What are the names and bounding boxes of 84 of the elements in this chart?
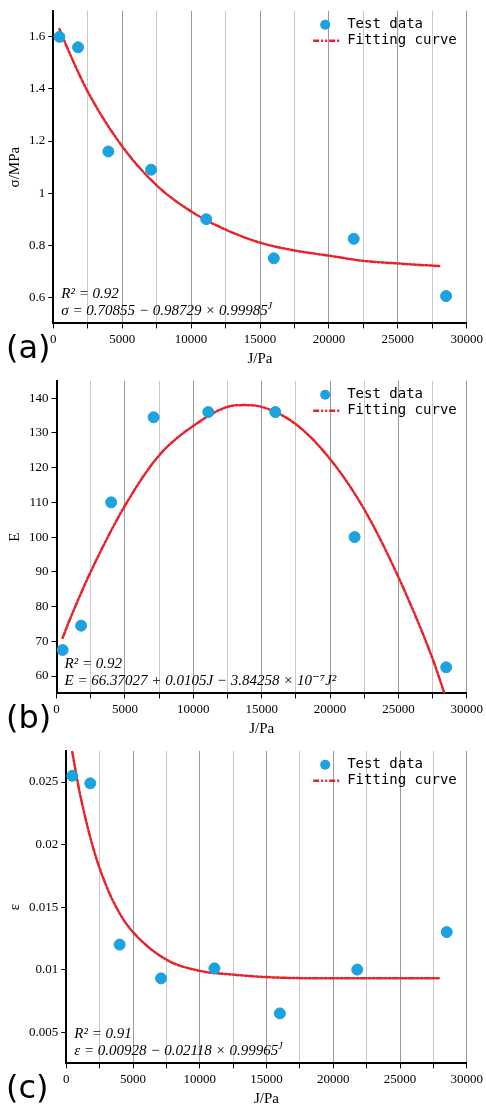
point — [56, 643, 69, 656]
y-tick-label: 0.6 — [29, 288, 46, 304]
y-tick-label: 60 — [35, 667, 49, 683]
point — [440, 661, 453, 674]
y-axis-title: ε — [5, 903, 22, 911]
x-tick-label: 5000 — [109, 330, 136, 346]
x-tick-label: 0 — [50, 330, 57, 346]
point — [102, 145, 115, 158]
y-tick-label: 0.8 — [29, 236, 46, 252]
text: (a) — [6, 328, 51, 366]
x-tick-label: 0 — [63, 1070, 70, 1086]
annotation: R² = 0.91 — [73, 1025, 132, 1042]
x-tick-label: 5000 — [111, 700, 138, 716]
x-tick-label: 20000 — [317, 1070, 350, 1086]
y-tick-label: 0.025 — [29, 773, 59, 789]
point — [273, 1007, 286, 1020]
x-tick-label: 10000 — [174, 330, 208, 346]
point — [105, 496, 118, 509]
point — [66, 769, 79, 782]
x-tick-label: 0 — [53, 700, 60, 716]
y-axis-title: E — [5, 532, 22, 542]
point — [147, 411, 160, 424]
x-tick-label: 30000 — [450, 330, 483, 346]
y-tick-label: 1.4 — [29, 80, 46, 96]
x-tick-label: 30000 — [450, 1070, 483, 1086]
x-tick-label: 15000 — [250, 1070, 283, 1086]
x-tick-label: 25000 — [381, 330, 415, 346]
y-tick-label: 80 — [35, 597, 49, 613]
point — [72, 41, 85, 54]
legend-label: Test data — [347, 15, 424, 32]
point — [440, 926, 453, 939]
x-tick-label: 25000 — [382, 700, 415, 716]
y-tick-label: 70 — [35, 632, 49, 648]
point — [267, 252, 280, 265]
y-axis-title: σ/MPa — [5, 146, 22, 188]
text: (b) — [6, 698, 52, 736]
x-tick-label: 25000 — [383, 1070, 417, 1086]
point — [113, 938, 126, 951]
x-tick-label: 20000 — [312, 330, 346, 346]
point — [75, 619, 88, 632]
y-tick-label: 0.01 — [35, 961, 59, 977]
legend-label: Fitting curve — [347, 31, 457, 48]
y-tick-label: 0.015 — [29, 898, 59, 914]
point — [145, 163, 158, 176]
y-tick-label: 1.6 — [29, 28, 46, 44]
point — [347, 232, 360, 245]
point — [200, 213, 213, 226]
y-tick-label: 110 — [29, 493, 49, 509]
text: (c) — [6, 1068, 49, 1106]
y-tick-label: 0.02 — [35, 836, 59, 851]
x-tick-label: 5000 — [120, 1070, 146, 1086]
x-axis-title: J/Pa — [253, 1089, 280, 1106]
y-tick-label: 130 — [29, 424, 49, 440]
x-tick-label: 15000 — [245, 700, 278, 716]
point — [269, 406, 282, 419]
y-tick-label: 100 — [29, 528, 49, 544]
y-tick-label: 140 — [29, 389, 49, 405]
y-tick-label: 1.2 — [29, 132, 46, 148]
legend-label: Fitting curve — [347, 401, 457, 418]
point — [53, 30, 66, 43]
legend-label: Test data — [347, 755, 424, 772]
point — [440, 290, 453, 303]
annotation: R² = 0.92 — [60, 285, 120, 302]
annotation: R² = 0.92 — [63, 655, 123, 672]
y-tick-label: 120 — [29, 459, 49, 475]
y-tick-label: 1 — [38, 184, 46, 200]
legend-label: Fitting curve — [347, 771, 457, 788]
x-tick-label: 15000 — [243, 330, 277, 346]
point — [84, 777, 97, 790]
legend-label: Test data — [347, 385, 424, 402]
x-axis-title: J/Pa — [247, 349, 273, 366]
y-tick-label: 0.005 — [29, 1023, 59, 1039]
x-tick-label: 30000 — [450, 700, 483, 716]
x-tick-label: 10000 — [177, 700, 210, 716]
point — [348, 531, 361, 544]
x-tick-label: 10000 — [183, 1070, 216, 1086]
point — [202, 406, 215, 419]
annotation: E = 66.37027 + 0.0105J − 3.84258 × 10⁻⁷J² — [63, 672, 337, 689]
point — [155, 972, 168, 985]
x-axis-title: J/Pa — [249, 719, 275, 736]
point — [351, 963, 364, 976]
point — [208, 962, 221, 975]
y-tick-label: 90 — [35, 563, 49, 579]
x-tick-label: 20000 — [313, 700, 347, 716]
